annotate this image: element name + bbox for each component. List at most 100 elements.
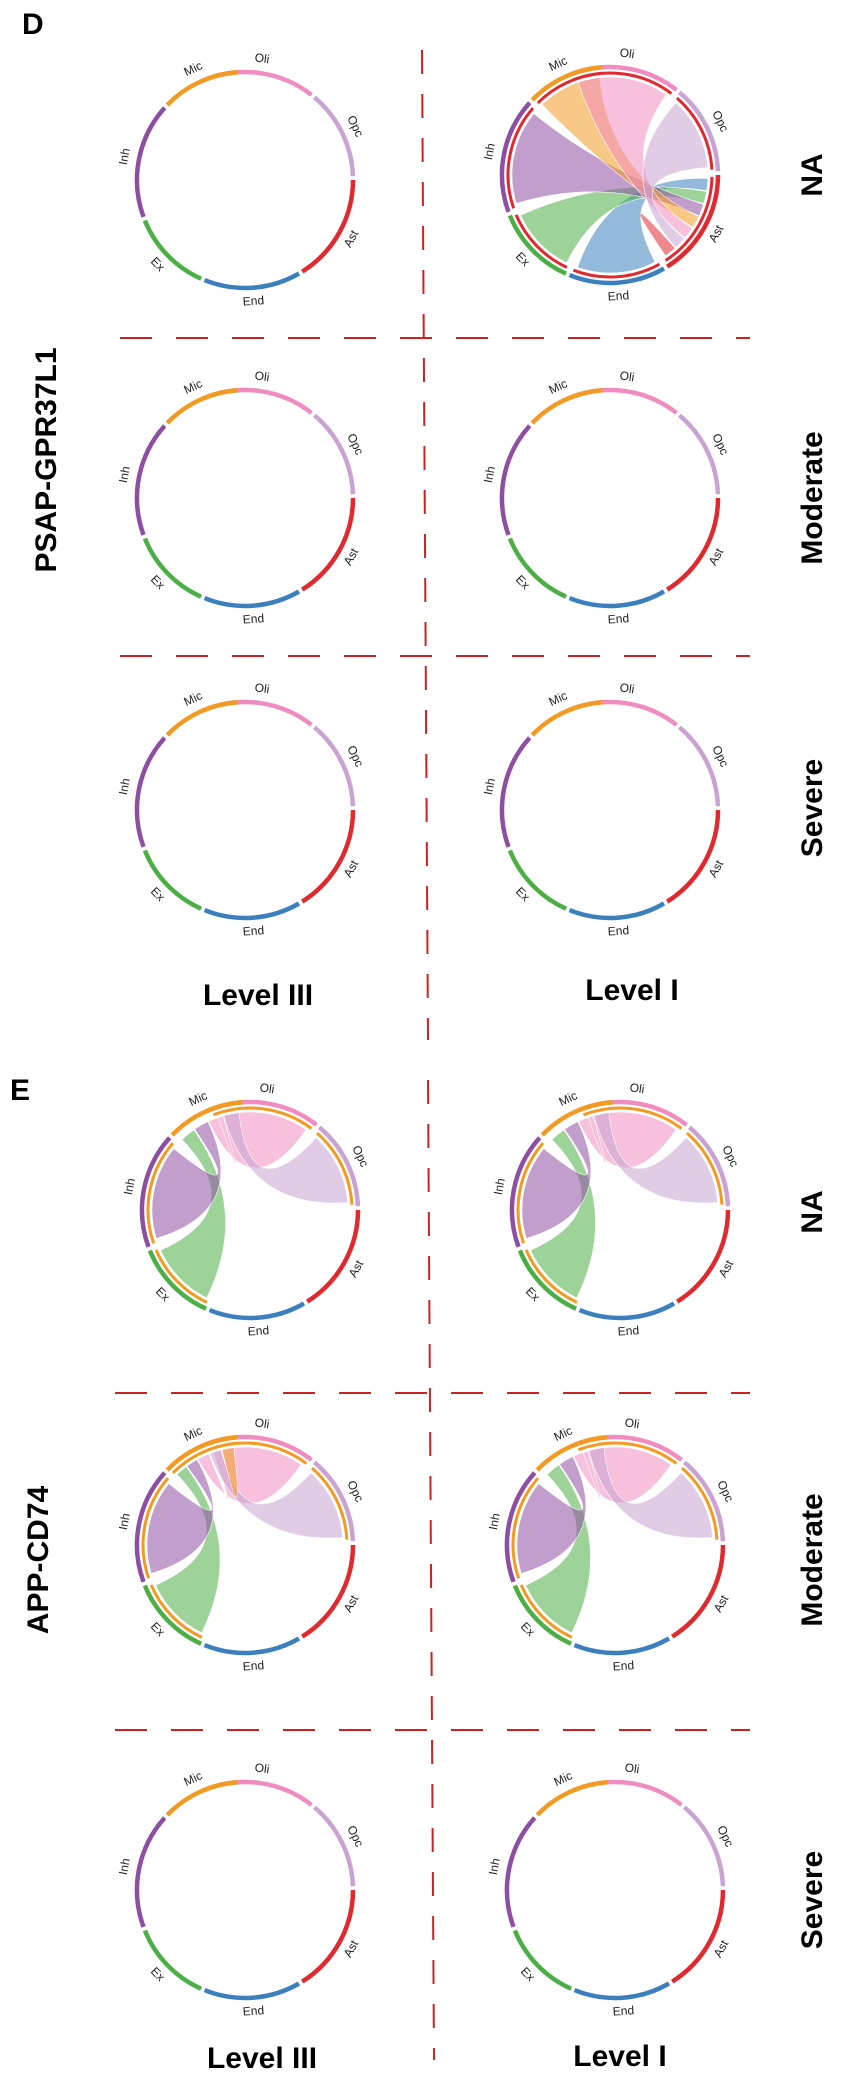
ribbon-mic-to-oli <box>208 1111 307 1169</box>
dashed-dividers <box>115 49 750 2061</box>
sector-arc-end <box>203 1981 301 2001</box>
sector-label-opc: Opc <box>714 1478 736 1504</box>
sector-arc-ast <box>666 174 721 269</box>
sector-arc-end <box>203 901 301 921</box>
sector-arc-ex <box>142 1584 203 1646</box>
sector-arc-ex <box>512 1584 573 1646</box>
sector-arc-opc <box>312 95 356 177</box>
sector-arc-opc <box>677 90 721 172</box>
sector-arc-end <box>208 1301 306 1321</box>
sector-arc-ast <box>301 179 356 274</box>
sector-arc-ex <box>512 1929 573 1991</box>
sector-arc-end <box>578 1301 676 1321</box>
sector-label-opc: Opc <box>344 743 366 769</box>
ribbon-mic-to-opc <box>588 1447 714 1539</box>
sector-label-end: End <box>242 611 264 626</box>
sector-label-ex: Ex <box>148 1619 168 1639</box>
chord-diagram-d-moderate-level-i: Oli Opc Ast End Ex Inh Mic <box>481 368 732 626</box>
sector-label-ex: Ex <box>148 572 168 592</box>
ribbon-mic-to-opc <box>593 1112 719 1204</box>
sector-label-end: End <box>607 288 629 303</box>
sector-label-oli: Oli <box>254 1415 270 1431</box>
sector-arc-ex <box>507 214 568 276</box>
ribbon-ast-to-opc <box>642 102 709 249</box>
sector-arc-end <box>568 901 666 921</box>
chord-diagram-d-severe-level-i: Oli Opc Ast End Ex Inh Mic <box>481 680 732 938</box>
sector-label-opc: Opc <box>709 431 731 457</box>
sector-arc-mic <box>530 388 603 425</box>
sector-label-ex: Ex <box>513 884 533 904</box>
ribbon-mic-to-inh <box>151 1121 222 1239</box>
sector-label-ast: Ast <box>706 857 727 880</box>
target-track-ex <box>519 1584 573 1639</box>
ribbon-mic-to-ex <box>155 1466 221 1634</box>
sector-label-end: End <box>242 293 264 308</box>
sector-arc-mic <box>530 700 603 737</box>
sector-label-ex: Ex <box>513 249 533 269</box>
target-track-opc <box>685 1131 724 1205</box>
sector-arc-ex <box>507 849 568 911</box>
sector-label-end: End <box>607 611 629 626</box>
sector-arc-end <box>568 589 666 609</box>
sector-arc-opc <box>677 413 721 495</box>
row-label-d-moderate: Moderate <box>796 431 829 564</box>
ribbon-mic-to-inh <box>521 1121 592 1239</box>
sector-label-inh: Inh <box>116 465 133 484</box>
ribbon-mic-to-inh <box>516 1456 587 1574</box>
sector-label-ast: Ast <box>341 857 362 880</box>
sector-label-inh: Inh <box>486 1512 503 1531</box>
sector-label-ex: Ex <box>518 1964 538 1984</box>
sector-label-mic: Mic <box>552 1423 575 1444</box>
sector-label-mic: Mic <box>182 58 205 79</box>
sector-label-ast: Ast <box>706 222 727 245</box>
sector-label-oli: Oli <box>254 680 270 696</box>
column-label-d-level-iii: Level III <box>203 979 313 1012</box>
sector-arc-inh <box>134 1471 167 1583</box>
sector-label-end: End <box>247 1323 269 1338</box>
sector-arc-ast <box>666 497 721 592</box>
sector-arc-mic <box>170 1100 243 1137</box>
sector-arc-ast <box>671 1889 726 1984</box>
sector-label-opc: Opc <box>719 1143 741 1169</box>
sector-arc-mic <box>165 1435 238 1472</box>
ribbon-mic-to-inh <box>146 1459 214 1574</box>
target-track-opc <box>675 96 714 170</box>
column-label-e-level-i: Level I <box>573 2040 666 2073</box>
target-track-opc <box>680 1466 719 1540</box>
sector-arc-inh <box>499 736 532 848</box>
sector-arc-inh <box>134 106 167 218</box>
target-track-inh <box>141 1477 170 1579</box>
target-track-ast <box>664 176 714 262</box>
sector-arc-end <box>568 266 666 286</box>
sector-label-oli: Oli <box>254 368 270 384</box>
sector-label-end: End <box>242 923 264 938</box>
sector-label-ex: Ex <box>148 1964 168 1984</box>
sector-label-inh: Inh <box>116 777 133 796</box>
sector-arc-inh <box>499 101 532 213</box>
sector-arc-inh <box>504 1816 537 1928</box>
sector-label-opc: Opc <box>344 1823 366 1849</box>
sector-label-opc: Opc <box>349 1143 371 1169</box>
sector-label-end: End <box>607 923 629 938</box>
sector-label-end: End <box>242 1658 264 1673</box>
target-track-opc <box>315 1131 354 1205</box>
chord-diagram-d-moderate-level-iii: Oli Opc Ast End Ex Inh Mic <box>116 368 367 626</box>
sector-arc-opc <box>682 1460 726 1542</box>
interaction-label-psap-gpr37l1: PSAP-GPR37L1 <box>30 347 63 572</box>
target-track-oli <box>582 1106 683 1130</box>
sector-arc-ast <box>671 1544 726 1639</box>
chord-diagram-e-severe-level-iii: Oli Opc Ast End Ex Inh Mic <box>116 1760 367 2018</box>
sector-label-mic: Mic <box>182 1423 205 1444</box>
chord-diagram-d-na-level-i: Oli Opc Ast End Ex Inh Mic <box>481 45 732 303</box>
interaction-label-app-cd74: APP-CD74 <box>22 1485 55 1634</box>
sector-arc-inh <box>134 1816 167 1928</box>
sector-label-ast: Ast <box>341 227 362 250</box>
sector-label-ast: Ast <box>716 1257 737 1280</box>
target-track-ex <box>514 214 568 269</box>
sector-arc-inh <box>509 1136 542 1248</box>
sector-label-oli: Oli <box>629 1080 645 1096</box>
target-track-oli <box>572 71 673 95</box>
target-track-inh <box>516 1142 545 1244</box>
sector-arc-inh <box>134 424 167 536</box>
